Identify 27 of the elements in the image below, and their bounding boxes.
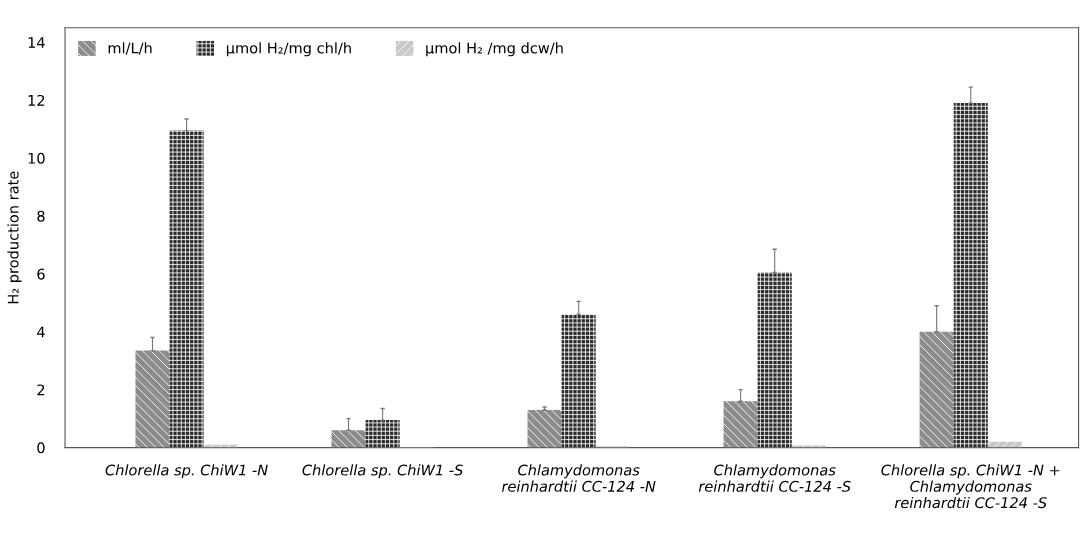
y-tick-label: 2 <box>37 384 45 396</box>
x-tick-label: Chlorella sp. ChiW1 -S <box>302 464 463 479</box>
legend-label: ml/L/h <box>108 42 152 55</box>
y-tick-label: 14 <box>28 37 45 48</box>
bar <box>135 350 170 448</box>
legend-label: µmol H₂ /mg dcw/h <box>426 42 563 57</box>
legend-label: µmol H₂/mg chl/h <box>226 42 351 57</box>
bar <box>169 130 204 448</box>
y-tick-label: 8 <box>37 210 45 222</box>
y-axis-title: H₂ production rate <box>7 171 22 304</box>
y-tick-label: 12 <box>28 94 45 106</box>
bar <box>331 430 366 448</box>
bar <box>953 103 988 448</box>
bar <box>561 314 596 448</box>
bar <box>365 420 400 448</box>
x-tick-label: Chlorella sp. ChiW1 -N <box>105 464 268 479</box>
x-tick-label: Chlorella sp. ChiW1 -N + Chlamydomonas reinhardtii CC-124 -S <box>881 464 1060 509</box>
y-tick-label: 10 <box>28 152 45 164</box>
y-tick-label: 4 <box>37 326 45 338</box>
y-tick-label: 0 <box>37 442 45 454</box>
bar <box>919 331 954 448</box>
y-tick-label: 6 <box>37 268 45 280</box>
bar <box>527 409 562 448</box>
bar <box>723 401 758 448</box>
bar <box>757 272 792 448</box>
x-tick-label: Chlamydomonas reinhardtii CC-124 -N <box>501 464 656 492</box>
x-tick-label: Chlamydomonas reinhardtii CC-124 -S <box>698 464 851 492</box>
